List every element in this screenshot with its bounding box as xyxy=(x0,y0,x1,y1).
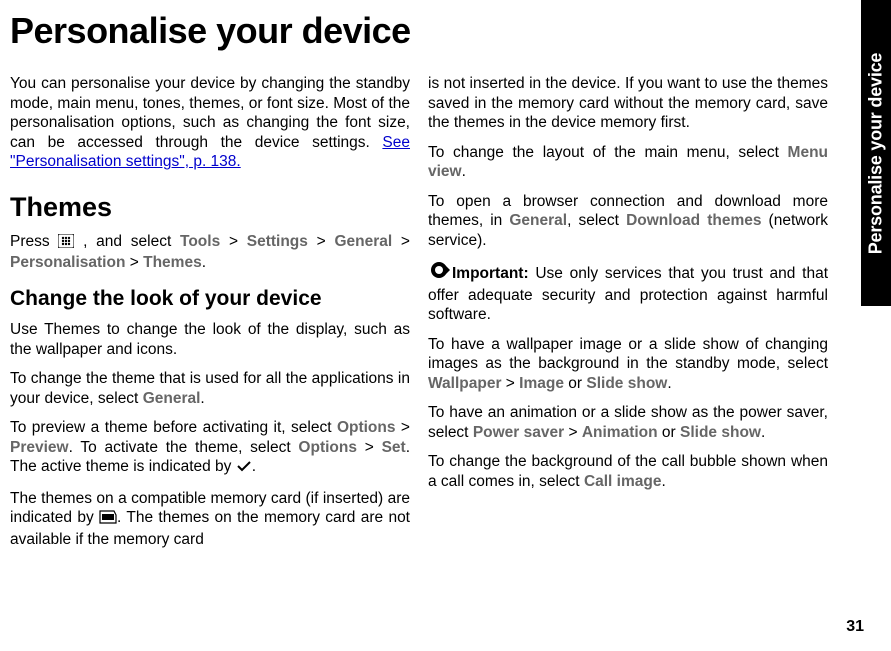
sep: > xyxy=(502,375,520,392)
column-left: You can personalise your device by chang… xyxy=(10,74,410,549)
text: To preview a theme before activating it,… xyxy=(10,419,337,436)
text: . xyxy=(462,163,466,180)
para-memcard-cont: is not inserted in the device. If you wa… xyxy=(428,74,828,133)
important-label: Important: xyxy=(452,265,529,282)
themes-path-para: Press , and select Tools > Settings > Ge… xyxy=(10,232,410,273)
path-tools: Tools xyxy=(180,233,220,250)
important-note: Important: Use only services that you tr… xyxy=(428,260,828,325)
text: . xyxy=(200,390,204,407)
general-label: General xyxy=(143,390,201,407)
text: . xyxy=(761,424,765,441)
general-label2: General xyxy=(509,212,567,229)
para-preview: To preview a theme before activating it,… xyxy=(10,418,410,479)
para-download: To open a browser connection and downloa… xyxy=(428,192,828,251)
para-wallpaper: To have a wallpaper image or a slide sho… xyxy=(428,335,828,394)
path-themes: Themes xyxy=(143,254,202,271)
intro-para: You can personalise your device by chang… xyxy=(10,74,410,172)
wallpaper-label: Wallpaper xyxy=(428,375,502,392)
text: . xyxy=(661,473,665,490)
important-icon xyxy=(428,260,452,286)
intro-text: You can personalise your device by chang… xyxy=(10,75,410,151)
para-use-themes: Use Themes to change the look of the dis… xyxy=(10,320,410,359)
slide-show-label2: Slide show xyxy=(680,424,761,441)
path-personalisation: Personalisation xyxy=(10,254,125,271)
menu-key-icon xyxy=(58,234,74,254)
slide-show-label: Slide show xyxy=(586,375,667,392)
text: To change the theme that is used for all… xyxy=(10,370,410,407)
image-label: Image xyxy=(519,375,564,392)
content-columns: You can personalise your device by chang… xyxy=(10,74,837,549)
para-memcard: The themes on a compatible memory card (… xyxy=(10,489,410,550)
path-settings: Settings xyxy=(247,233,308,250)
text: Press xyxy=(10,233,58,250)
page-number: 31 xyxy=(846,618,864,636)
text: . xyxy=(667,375,671,392)
path-general: General xyxy=(334,233,392,250)
sep: > xyxy=(220,233,247,250)
memory-card-icon xyxy=(99,510,117,530)
download-themes-label: Download themes xyxy=(626,212,761,229)
text: , and select xyxy=(74,233,180,250)
text: or xyxy=(564,375,586,392)
para-callimage: To change the background of the call bub… xyxy=(428,452,828,491)
set-label: Set xyxy=(382,439,406,456)
change-look-heading: Change the look of your device xyxy=(10,286,410,312)
power-saver-label: Power saver xyxy=(473,424,564,441)
sep: > xyxy=(564,424,582,441)
column-right: is not inserted in the device. If you wa… xyxy=(428,74,828,549)
text: To change the layout of the main menu, s… xyxy=(428,144,788,161)
side-tab-label: Personalise your device xyxy=(866,52,887,254)
themes-heading: Themes xyxy=(10,190,410,224)
sep: > xyxy=(308,233,335,250)
page-title: Personalise your device xyxy=(10,10,837,52)
side-tab: Personalise your device xyxy=(861,0,891,306)
dot: . xyxy=(202,254,206,271)
sep: > xyxy=(392,233,410,250)
text: . xyxy=(252,458,256,475)
text: To have a wallpaper image or a slide sho… xyxy=(428,336,828,373)
checkmark-icon xyxy=(236,459,252,479)
text: , select xyxy=(567,212,626,229)
call-image-label: Call image xyxy=(584,473,662,490)
options-label: Options xyxy=(337,419,396,436)
options-label2: Options xyxy=(298,439,357,456)
sep: > xyxy=(357,439,382,456)
para-menu-layout: To change the layout of the main menu, s… xyxy=(428,143,828,182)
text: . To activate the theme, select xyxy=(69,439,299,456)
text: or xyxy=(658,424,680,441)
para-change-theme: To change the theme that is used for all… xyxy=(10,369,410,408)
preview-label: Preview xyxy=(10,439,69,456)
animation-label: Animation xyxy=(582,424,658,441)
para-powersaver: To have an animation or a slide show as … xyxy=(428,403,828,442)
sep: > xyxy=(396,419,411,436)
sep: > xyxy=(125,254,143,271)
